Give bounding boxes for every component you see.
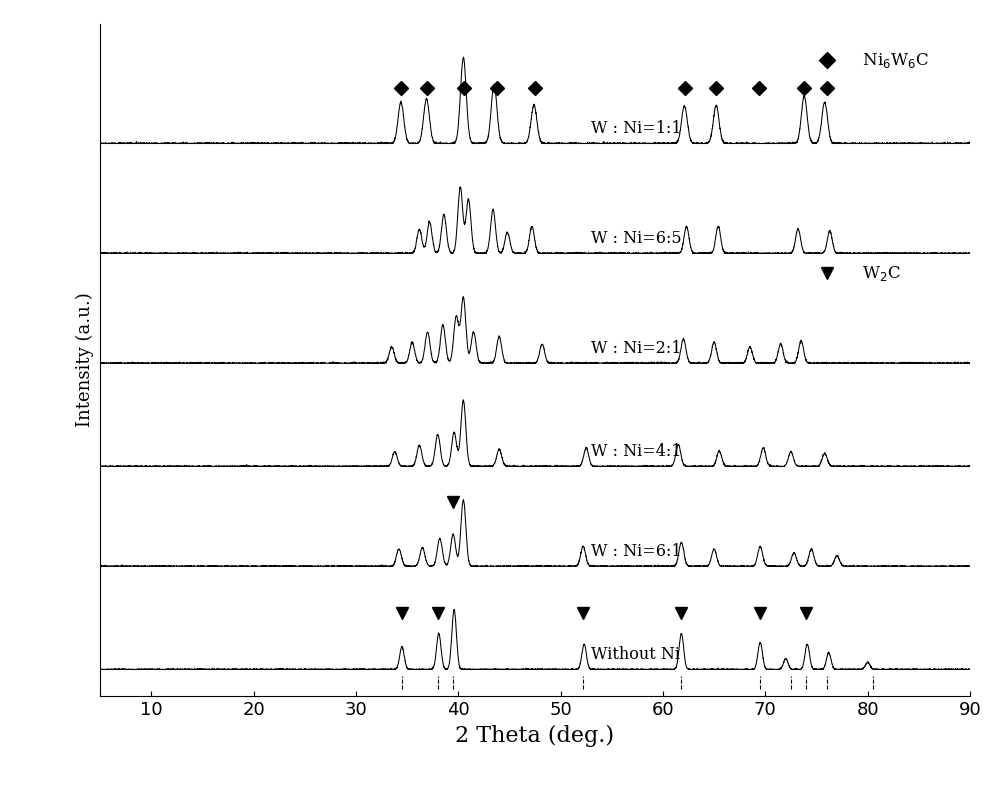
Y-axis label: Intensity (a.u.): Intensity (a.u.) (76, 293, 94, 427)
X-axis label: 2 Theta (deg.): 2 Theta (deg.) (455, 725, 615, 747)
Text: W : Ni=2:1: W : Ni=2:1 (591, 339, 682, 357)
Text: Without Ni: Without Ni (591, 645, 680, 663)
Text: W : Ni=4:1: W : Ni=4:1 (591, 443, 682, 460)
Text: W : Ni=6:1: W : Ni=6:1 (591, 543, 682, 559)
Text: W$_2$C: W$_2$C (852, 264, 902, 283)
Text: W : Ni=6:5: W : Ni=6:5 (591, 229, 682, 247)
Text: Ni$_6$W$_6$C: Ni$_6$W$_6$C (852, 51, 930, 70)
Text: W : Ni=1:1: W : Ni=1:1 (591, 120, 682, 137)
